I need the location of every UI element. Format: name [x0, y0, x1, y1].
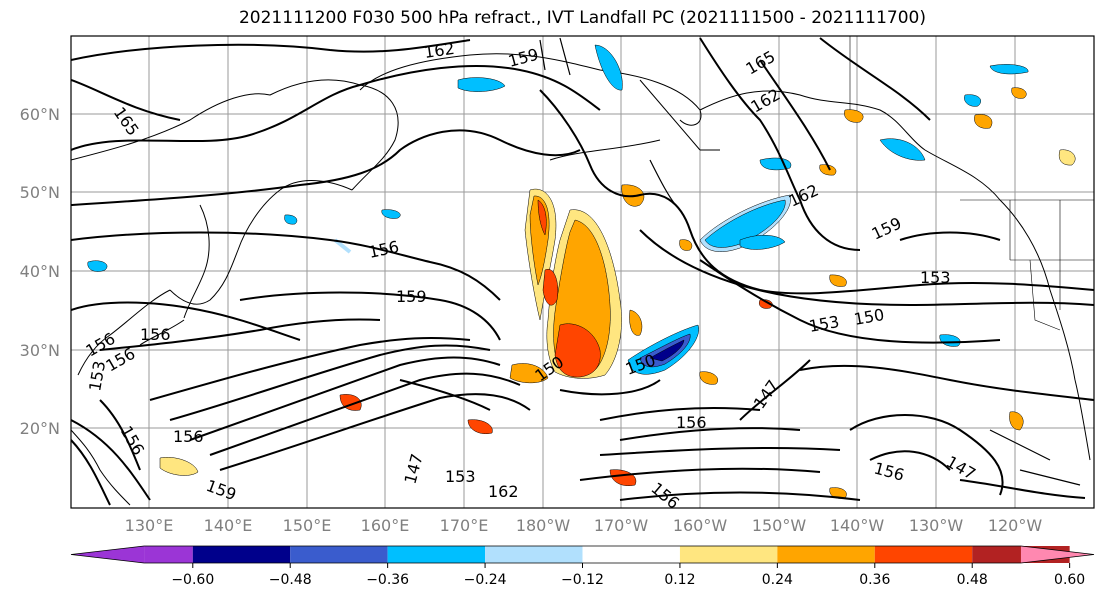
contour-label: 156: [140, 325, 171, 344]
colorbar-tick-label: −0.12: [561, 572, 604, 588]
colorbar-segment: [144, 546, 193, 563]
contour-label: 153: [445, 467, 476, 486]
lon-label: 180°W: [516, 516, 571, 535]
map-title: 2021111200 F030 500 hPa refract., IVT La…: [238, 8, 926, 28]
contour-label: 162: [423, 39, 456, 62]
lon-label: 160°W: [673, 516, 728, 535]
height-contours: [71, 37, 1094, 506]
contour-label: 156: [676, 413, 707, 432]
colorbar-tick-label: 0.48: [957, 572, 988, 588]
colorbar-segment: [874, 546, 973, 563]
map-plot-area: 162 159 165 165 162 162 159 156 159 153 …: [71, 36, 1094, 508]
colorbar-segment: [290, 546, 388, 563]
lon-label: 140°W: [830, 516, 885, 535]
map-frame: [70, 35, 1095, 509]
lon-label: 170°W: [594, 516, 649, 535]
lon-label: 170°E: [440, 516, 489, 535]
colorbar-outline: [70, 545, 1095, 564]
colorbar-tick-label: 0.24: [762, 572, 793, 588]
lon-label: 140°E: [204, 516, 253, 535]
colorbar-tick-label: 0.12: [664, 572, 695, 588]
negative-anomaly-fills: [87, 44, 1029, 375]
colorbar-segment: [777, 546, 875, 563]
lat-label: 30°N: [20, 341, 60, 360]
longitude-labels: 130°E 140°E 150°E 160°E 170°E 180°W 170°…: [125, 516, 1043, 535]
colorbar-tick-label: 0.60: [1054, 572, 1085, 588]
colorbar-segment: [485, 546, 583, 563]
lon-label: 150°E: [283, 516, 332, 535]
positive-anomaly-fills: [159, 87, 1076, 499]
contour-label: 153: [920, 268, 951, 287]
colorbar-tick-label: −0.60: [171, 572, 214, 588]
lon-label: 130°W: [909, 516, 964, 535]
contour-label: 156: [173, 427, 204, 446]
colorbar-tick-label: −0.48: [269, 572, 312, 588]
colorbar-segment: [679, 546, 778, 563]
colorbar-tick-label: −0.24: [464, 572, 507, 588]
colorbar-max-arrow: [1020, 546, 1094, 563]
lat-label: 40°N: [20, 262, 60, 281]
lat-label: 20°N: [20, 419, 60, 438]
colorbar: [70, 545, 1095, 564]
lon-label: 160°E: [361, 516, 410, 535]
country-borders: [849, 36, 1094, 331]
latitude-labels: 60°N 50°N 40°N 30°N 20°N: [20, 105, 60, 438]
contour-label: 162: [488, 482, 519, 501]
lon-label: 150°W: [752, 516, 807, 535]
colorbar-tick-label: −0.36: [366, 572, 409, 588]
lat-label: 60°N: [20, 105, 60, 124]
lat-label: 50°N: [20, 183, 60, 202]
lon-label: 130°E: [125, 516, 174, 535]
colorbar-ticks: −0.60 −0.48 −0.36 −0.24 −0.12 0.12 0.24 0.36 0.4…: [171, 563, 1085, 588]
colorbar-min-arrow: [71, 546, 145, 563]
colorbar-tick-label: 0.36: [859, 572, 890, 588]
colorbar-segment: [582, 546, 680, 563]
contour-label: 159: [396, 287, 427, 306]
colorbar-segment: [387, 546, 486, 563]
coastlines: [71, 53, 1091, 506]
lon-label: 120°W: [988, 516, 1043, 535]
secondary-contours: [539, 37, 1081, 486]
colorbar-segment: [192, 546, 291, 563]
